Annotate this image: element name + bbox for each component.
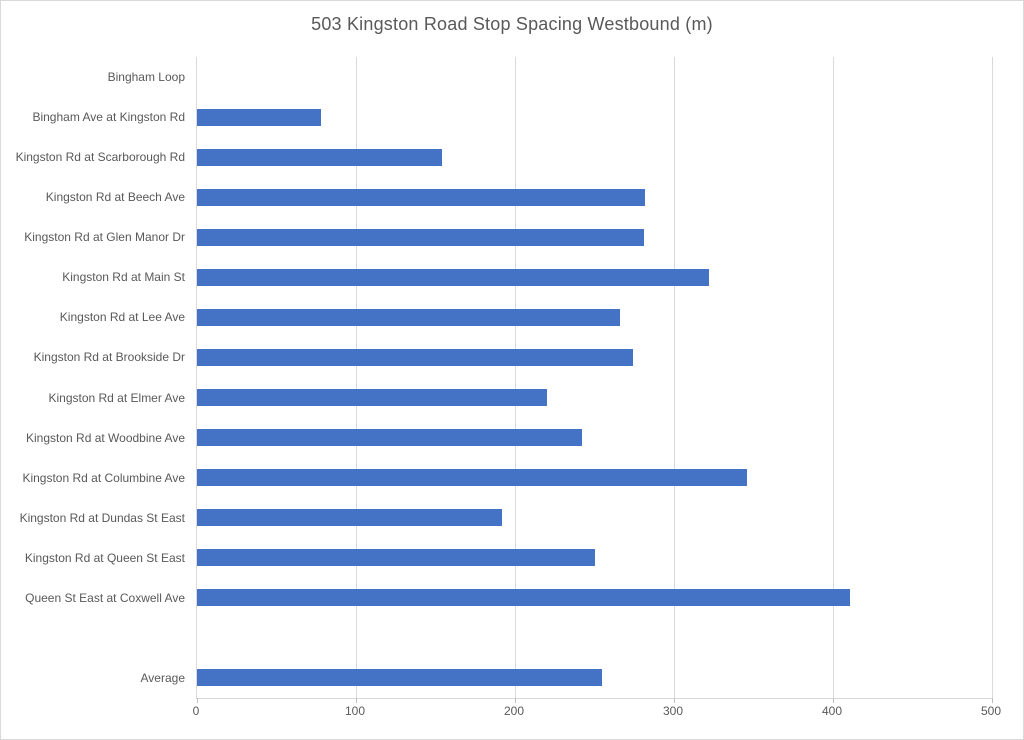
category-label-kingston-rd-at-scarborough-rd: Kingston Rd at Scarborough Rd (15, 150, 185, 165)
bar-average (197, 669, 603, 687)
category-label-kingston-rd-at-glen-manor-dr: Kingston Rd at Glen Manor Dr (24, 230, 185, 245)
bar-kingston-rd-at-elmer-ave (197, 389, 547, 407)
tick-mark-500 (992, 698, 993, 703)
value-axis-tick-label: 0 (192, 704, 200, 718)
chart-title: 503 Kingston Road Stop Spacing Westbound… (311, 14, 713, 34)
gridline-300 (674, 57, 675, 698)
category-label-kingston-rd-at-lee-ave: Kingston Rd at Lee Ave (59, 310, 185, 325)
tick-mark-300 (674, 698, 675, 703)
bar-kingston-rd-at-queen-st-east (197, 549, 595, 567)
bar-kingston-rd-at-scarborough-rd (197, 148, 442, 166)
category-label-kingston-rd-at-main-st: Kingston Rd at Main St (62, 270, 185, 285)
bar-kingston-rd-at-brookside-dr (197, 348, 633, 366)
plot-area (196, 57, 993, 703)
bar-queen-st-east-at-coxwell-ave (197, 589, 851, 607)
category-label-kingston-rd-at-dundas-st-east: Kingston Rd at Dundas St East (19, 510, 185, 525)
gridline-500 (992, 57, 993, 698)
bar-kingston-rd-at-glen-manor-dr (197, 228, 644, 246)
category-label-kingston-rd-at-woodbine-ave: Kingston Rd at Woodbine Ave (26, 430, 185, 445)
category-label-average: Average (140, 670, 185, 685)
tick-mark-100 (356, 698, 357, 703)
value-axis-tick-label: 500 (980, 704, 1002, 718)
gridline-100 (356, 57, 357, 698)
value-axis-tick-label: 400 (821, 704, 843, 718)
category-label-kingston-rd-at-beech-ave: Kingston Rd at Beech Ave (45, 190, 185, 205)
bar-kingston-rd-at-beech-ave (197, 188, 646, 206)
category-label-bingham-ave-at-kingston-rd: Bingham Ave at Kingston Rd (32, 110, 185, 125)
category-label-queen-st-east-at-coxwell-ave: Queen St East at Coxwell Ave (25, 590, 185, 605)
gridline-400 (833, 57, 834, 698)
value-axis-tick-label: 300 (662, 704, 684, 718)
bar-kingston-rd-at-dundas-st-east (197, 509, 503, 527)
value-axis-tick-label: 100 (344, 704, 366, 718)
bar-kingston-rd-at-woodbine-ave (197, 429, 582, 447)
gridline-200 (515, 57, 516, 698)
category-label-bingham-loop: Bingham Loop (107, 70, 185, 84)
category-label-kingston-rd-at-columbine-ave: Kingston Rd at Columbine Ave (22, 470, 185, 485)
category-label-kingston-rd-at-elmer-ave: Kingston Rd at Elmer Ave (48, 390, 185, 405)
value-axis-tick-label: 200 (503, 704, 525, 718)
category-label-kingston-rd-at-brookside-dr: Kingston Rd at Brookside Dr (33, 350, 185, 365)
value-axis-labels: 0 100 200 300 400 500 (193, 704, 1001, 724)
bar-kingston-rd-at-columbine-ave (197, 469, 748, 487)
tick-mark-200 (515, 698, 516, 703)
tick-mark-400 (833, 698, 834, 703)
bar-bingham-ave-at-kingston-rd (197, 108, 322, 126)
bar-kingston-rd-at-main-st (197, 268, 709, 286)
category-label-kingston-rd-at-queen-st-east: Kingston Rd at Queen St East (24, 550, 185, 565)
tick-mark-0 (197, 698, 198, 703)
bar-kingston-rd-at-lee-ave (197, 308, 620, 326)
category-axis-labels: Bingham Loop Bingham Ave at Kingston Rd Ki… (1, 57, 185, 698)
